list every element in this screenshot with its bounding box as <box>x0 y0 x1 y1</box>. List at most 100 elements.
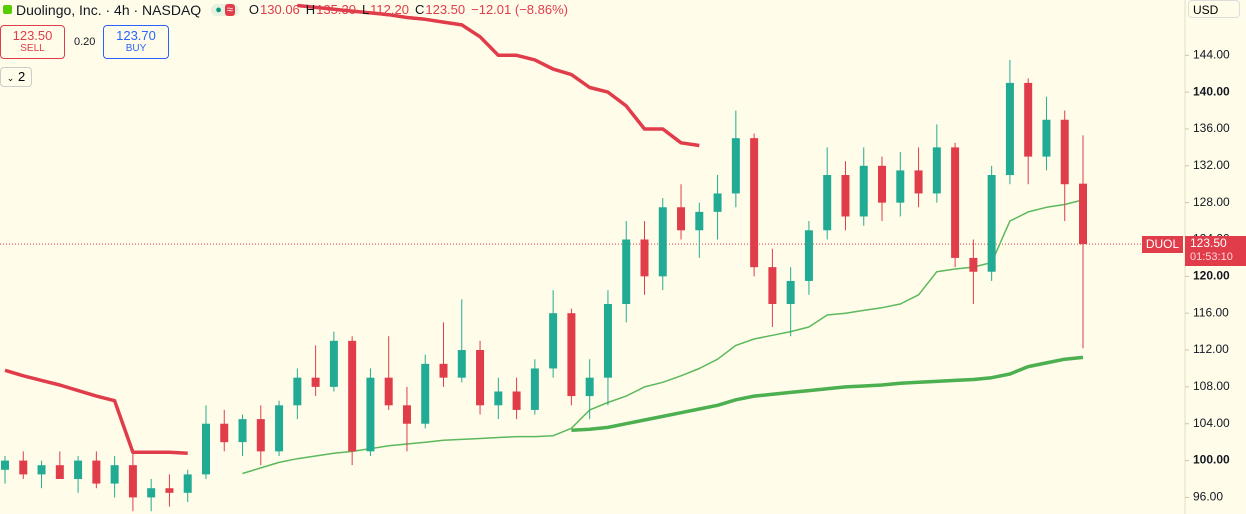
candle-body <box>841 175 850 217</box>
candle-body <box>731 138 740 194</box>
candle-body <box>658 207 667 277</box>
candle-body <box>695 211 704 231</box>
candle-body <box>494 391 503 406</box>
logo <box>3 5 12 14</box>
candle-body <box>622 239 631 304</box>
candle-body <box>1079 183 1087 245</box>
indicators-toggle[interactable]: ⌄ 2 <box>0 67 32 87</box>
candle-body <box>951 147 960 258</box>
price-tag: 123.50 01:53:10 <box>1185 236 1246 266</box>
indicator-line <box>4 3 700 455</box>
candle-body <box>640 239 649 277</box>
candle-body <box>914 170 923 194</box>
candle-body <box>165 488 174 493</box>
candle-body <box>1024 82 1033 157</box>
candle-body <box>384 377 393 406</box>
candle-body <box>19 460 28 475</box>
candle-body <box>74 460 83 479</box>
candle-body <box>183 474 192 493</box>
ohlc-value: 112.20 <box>370 2 409 17</box>
candle-body <box>1 460 9 470</box>
y-tick-label: 128.00 <box>1193 195 1230 209</box>
candle-body <box>603 303 612 378</box>
y-tick-label: 100.00 <box>1193 453 1230 467</box>
buy-price: 123.70 <box>116 28 156 43</box>
status-icons: ● ≈ <box>211 3 239 16</box>
y-tick-label: 96.00 <box>1193 490 1223 504</box>
buy-button[interactable]: 123.70 BUY <box>103 25 169 59</box>
candle-body <box>969 257 978 272</box>
legend: Duolingo, Inc. · 4h · NASDAQ ● ≈ O 130.06 H… <box>0 0 568 19</box>
ohlc-value: 123.50 <box>425 2 466 17</box>
candle-body <box>201 423 210 475</box>
candle-body <box>567 313 576 397</box>
ohlc: O 130.06 H 135.30 L 112.20 C 123.50 <box>249 2 467 17</box>
candle-body <box>549 313 558 369</box>
y-tick-label: 112.00 <box>1193 342 1229 356</box>
candle-body <box>1042 119 1051 157</box>
change: −12.01 (−8.86%) <box>471 2 568 17</box>
candle-body <box>713 193 722 212</box>
candle-body <box>439 363 448 378</box>
candle-body <box>128 465 137 498</box>
candle-body <box>896 170 905 203</box>
last-price: 123.50 <box>1190 236 1227 250</box>
indicator-line <box>242 199 1084 475</box>
ohlc-key: O <box>248 2 260 17</box>
y-tick-label: 144.00 <box>1193 47 1230 61</box>
spread: 0.20 <box>74 36 96 48</box>
candle-body <box>804 230 813 281</box>
candle-body <box>55 465 64 479</box>
currency-button[interactable]: USD <box>1188 0 1240 18</box>
candle-body <box>750 138 759 268</box>
buy-label: BUY <box>125 43 147 54</box>
candle-body <box>823 175 832 231</box>
candle-body <box>402 405 411 424</box>
candle-body <box>1005 82 1014 176</box>
ohlc-key: C <box>414 2 425 17</box>
countdown: 01:53:10 <box>1190 251 1233 263</box>
symbol-tag: DUOL <box>1142 236 1183 253</box>
candle-body <box>329 340 338 387</box>
indicator-count: 2 <box>17 69 26 84</box>
candle-body <box>585 377 594 397</box>
y-tick-label: 104.00 <box>1193 416 1230 430</box>
indicator-line <box>571 355 1084 432</box>
candle-body <box>878 165 887 203</box>
candle-body <box>932 147 941 194</box>
candle-body <box>530 368 539 410</box>
candle-body <box>859 165 868 217</box>
candle-body <box>348 340 357 452</box>
candle-body <box>786 280 795 304</box>
candle-body <box>1060 119 1069 185</box>
sell-label: SELL <box>20 43 45 54</box>
symbol[interactable]: Duolingo, Inc. · 4h · NASDAQ <box>16 1 202 18</box>
candle-body <box>220 423 229 443</box>
candle-body <box>275 405 284 452</box>
sell-price: 123.50 <box>12 28 53 43</box>
candle-body <box>110 465 119 484</box>
ohlc-value: 135.30 <box>316 2 356 17</box>
y-tick-label: 108.00 <box>1193 379 1230 393</box>
candle-body <box>238 419 247 443</box>
candle-body <box>311 377 320 387</box>
candle-body <box>421 363 430 424</box>
candle-body <box>147 488 156 498</box>
candle-body <box>92 460 101 484</box>
candle-body <box>677 207 686 231</box>
candle-body <box>37 465 46 475</box>
candle-body <box>987 175 996 272</box>
ohlc-key: L <box>361 2 370 17</box>
y-tick-label: 140.00 <box>1193 84 1230 98</box>
candle-body <box>768 267 777 304</box>
y-tick-label: 136.00 <box>1193 121 1230 135</box>
candle-body <box>256 419 265 452</box>
candle-body <box>366 377 375 452</box>
candle-body <box>512 391 521 410</box>
ohlc-key: H <box>305 2 316 17</box>
sell-button[interactable]: 123.50 SELL <box>0 25 65 59</box>
candle-body <box>476 350 485 406</box>
candle-body <box>457 350 466 378</box>
